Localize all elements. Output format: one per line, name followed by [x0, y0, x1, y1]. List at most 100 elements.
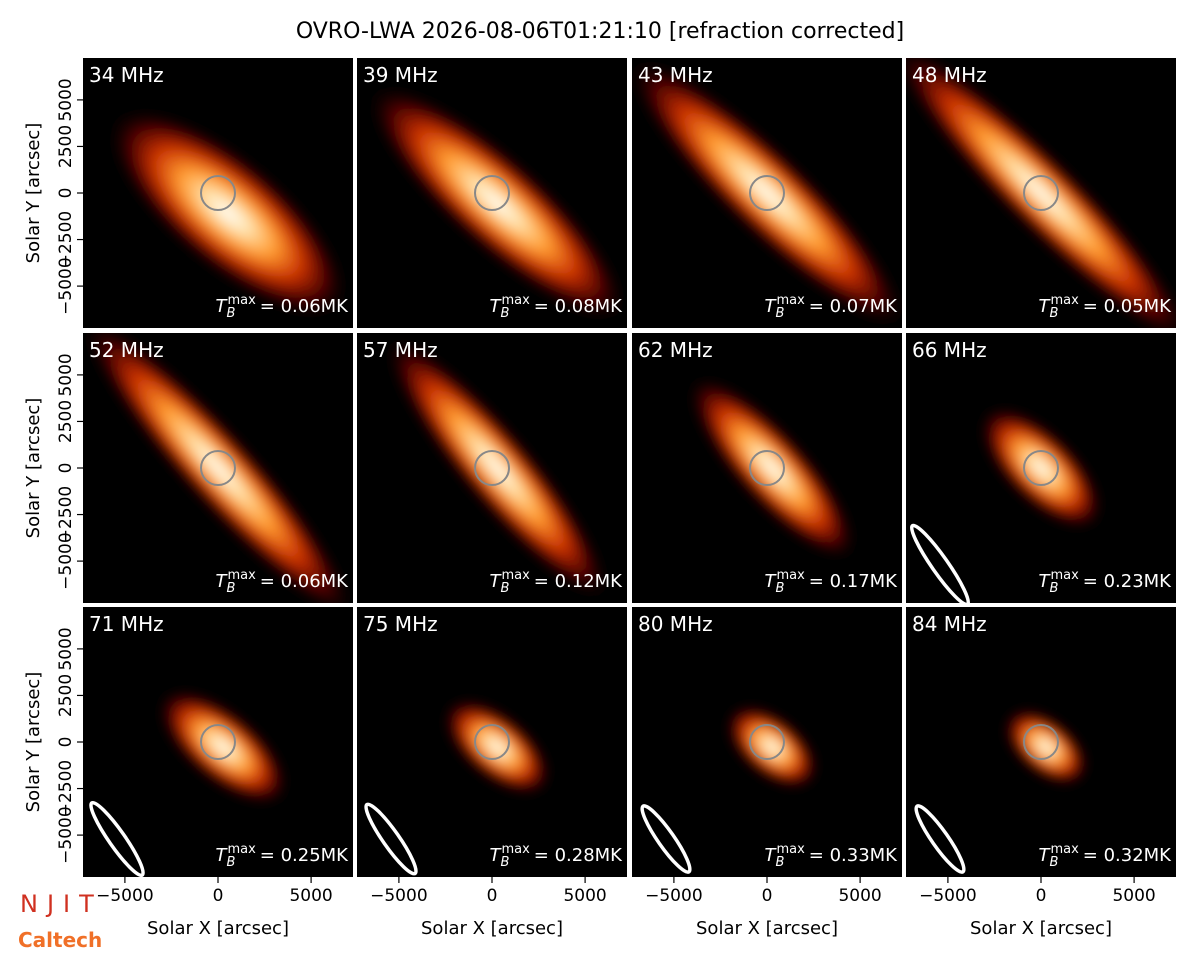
y-tick-label: −2500 — [56, 760, 76, 818]
frequency-label: 34 MHz — [89, 63, 164, 87]
panel-image — [357, 58, 627, 328]
tmax-value: 0.23MK — [1104, 571, 1173, 592]
solar-disk — [1023, 175, 1059, 211]
panel-image — [906, 607, 1176, 877]
x-tick-label: 5000 — [1112, 886, 1155, 906]
tmax-eq: = — [534, 571, 555, 592]
x-tick-label: 0 — [1036, 886, 1047, 906]
tmax-value: 0.28MK — [555, 845, 624, 866]
x-axis-label: Solar X [arcsec] — [970, 918, 1112, 939]
emission — [979, 406, 1103, 530]
emission — [157, 689, 289, 805]
tmax-annotation: TBmax = 0.28MK — [490, 842, 624, 870]
tmax-annotation: TBmax = 0.12MK — [490, 568, 624, 596]
solar-disk — [749, 450, 785, 486]
solar-disk — [200, 450, 236, 486]
tmax-symbol: T — [216, 571, 229, 592]
tmax-sup: max — [501, 842, 530, 857]
y-axis-label: Solar Y [arcsec] — [23, 672, 44, 813]
y-tick-label: 0 — [56, 737, 76, 748]
tmax-eq: = — [1083, 845, 1104, 866]
frequency-label: 57 MHz — [363, 338, 438, 362]
tmax-sub: B — [501, 306, 510, 321]
frequency-label: 43 MHz — [638, 63, 713, 87]
tmax-symbol: T — [490, 571, 503, 592]
tmax-value: 0.07MK — [830, 296, 899, 317]
tmax-symbol: T — [1039, 296, 1052, 317]
solar-disk — [200, 175, 236, 211]
tmax-sup: max — [1050, 293, 1079, 308]
tmax-annotation: TBmax = 0.25MK — [216, 842, 350, 870]
panel-image — [83, 607, 353, 877]
panel-image — [83, 333, 353, 603]
tmax-eq: = — [1083, 296, 1104, 317]
tmax-annotation: TBmax = 0.06MK — [216, 293, 350, 321]
tmax-sup: max — [227, 568, 256, 583]
x-tick-label: 0 — [762, 886, 773, 906]
frequency-label: 52 MHz — [89, 338, 164, 362]
y-tick-label: 2500 — [56, 125, 76, 168]
y-tick-label: −5000 — [56, 257, 76, 315]
emission — [725, 704, 819, 790]
y-tick-label: 0 — [56, 463, 76, 474]
tmax-sub: B — [1050, 306, 1059, 321]
tmax-eq: = — [809, 296, 830, 317]
tmax-value: 0.12MK — [555, 571, 624, 592]
x-tick-label: 0 — [487, 886, 498, 906]
y-tick-label: −5000 — [56, 532, 76, 590]
figure-title: OVRO-LWA 2026-08-06T01:21:10 [refraction… — [296, 19, 904, 44]
x-tick-label: −5000 — [96, 886, 154, 906]
emission — [83, 333, 353, 603]
frequency-label: 80 MHz — [638, 612, 713, 636]
tmax-value: 0.08MK — [555, 296, 624, 317]
tmax-symbol: T — [490, 845, 503, 866]
y-axis-label: Solar Y [arcsec] — [23, 123, 44, 264]
frequency-label: 62 MHz — [638, 338, 713, 362]
x-tick-label: 0 — [213, 886, 224, 906]
tmax-symbol: T — [216, 845, 229, 866]
x-tick-label: −5000 — [919, 886, 977, 906]
tmax-sub: B — [1050, 581, 1059, 596]
panel: 57 MHz TBmax = 0.12MK — [357, 333, 627, 603]
logo-njit: NJIT — [20, 890, 103, 918]
solar-disk — [1023, 724, 1059, 760]
panel: 34 MHz TBmax = 0.06MK −5000−2500 0 2500 5000 So… — [23, 58, 353, 328]
frequency-label: 39 MHz — [363, 63, 438, 87]
panel-image — [83, 58, 353, 328]
beam — [914, 804, 966, 874]
tmax-annotation: TBmax = 0.17MK — [765, 568, 899, 596]
x-axis-label: Solar X [arcsec] — [421, 918, 563, 939]
beam — [640, 804, 692, 874]
emission — [632, 58, 902, 328]
tmax-annotation: TBmax = 0.07MK — [765, 293, 899, 321]
tmax-eq: = — [809, 571, 830, 592]
emission — [1003, 708, 1089, 786]
tmax-symbol: T — [490, 296, 503, 317]
tmax-eq: = — [534, 845, 555, 866]
y-tick-label: 0 — [56, 188, 76, 199]
panel: 43 MHz TBmax = 0.07MK — [632, 58, 902, 328]
tmax-value: 0.32MK — [1104, 845, 1173, 866]
tmax-eq: = — [260, 845, 281, 866]
tmax-sub: B — [501, 855, 510, 870]
tmax-symbol: T — [1039, 845, 1052, 866]
y-tick-label: 5000 — [56, 627, 76, 670]
tmax-value: 0.17MK — [830, 571, 899, 592]
tmax-annotation: TBmax = 0.32MK — [1039, 842, 1173, 870]
tmax-sub: B — [501, 581, 510, 596]
panel-image — [906, 58, 1176, 328]
tmax-annotation: TBmax = 0.23MK — [1039, 568, 1173, 596]
frequency-label: 48 MHz — [912, 63, 987, 87]
beam — [364, 802, 418, 876]
tmax-eq: = — [534, 296, 555, 317]
panel: 52 MHz TBmax = 0.06MK −5000−2500 0 2500 5000 So… — [23, 333, 353, 603]
y-tick-label: 2500 — [56, 400, 76, 443]
panel-image — [357, 333, 627, 603]
tmax-symbol: T — [765, 571, 778, 592]
panel-image — [357, 607, 627, 877]
tmax-eq: = — [809, 845, 830, 866]
emission — [384, 335, 610, 601]
tmax-sub: B — [227, 855, 236, 870]
